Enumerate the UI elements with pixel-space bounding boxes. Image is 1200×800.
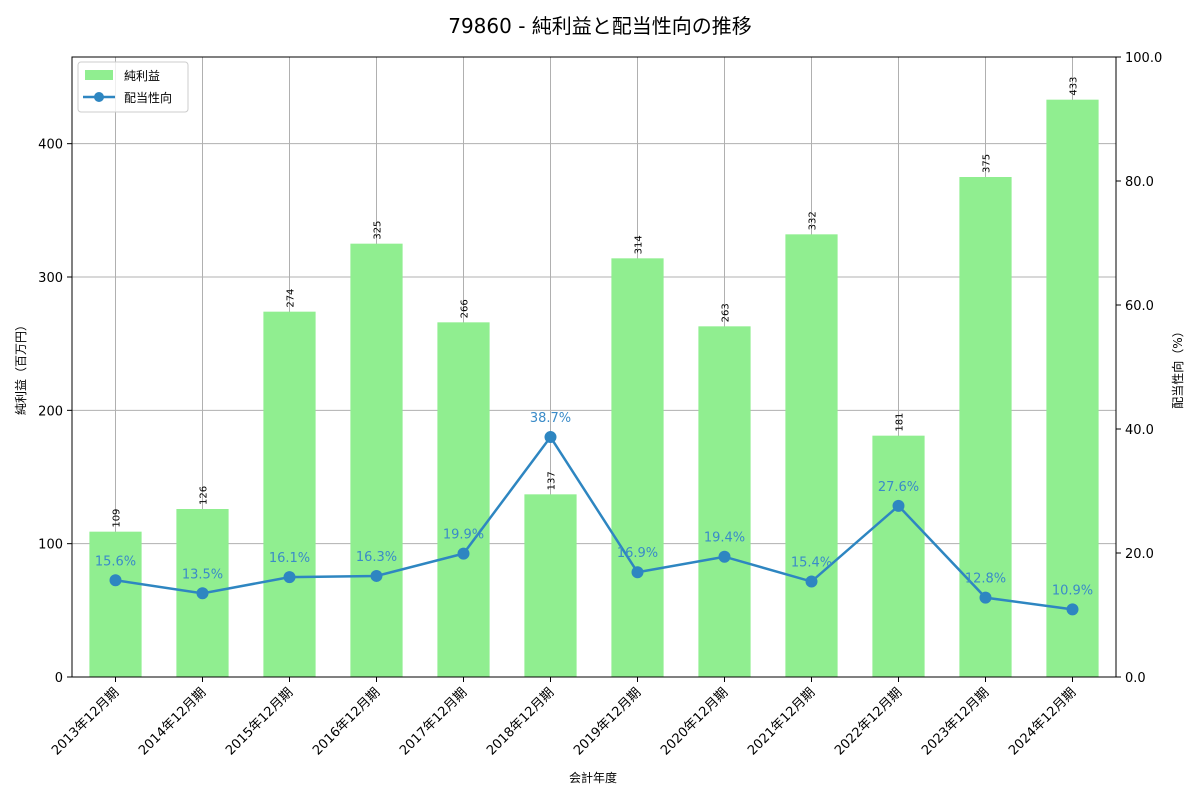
payout-label: 38.7% bbox=[530, 411, 571, 426]
x-tick-label: 2018年12月期 bbox=[484, 685, 557, 758]
payout-label: 16.3% bbox=[356, 550, 397, 565]
bar bbox=[350, 243, 403, 677]
bar-value-label: 137 bbox=[547, 471, 558, 490]
bar bbox=[872, 435, 925, 677]
bar-value-label: 109 bbox=[112, 509, 123, 528]
payout-label: 16.9% bbox=[617, 546, 658, 561]
bar-value-labels: 109 126 274 325 266 137 314 263 332 181 375 433 bbox=[112, 77, 1080, 528]
bar-value-label: 181 bbox=[895, 413, 906, 432]
bar bbox=[1046, 99, 1099, 677]
line-marker bbox=[370, 569, 383, 582]
x-tick-label: 2019年12月期 bbox=[571, 685, 644, 758]
payout-label: 13.5% bbox=[182, 567, 223, 582]
payout-label: 15.6% bbox=[95, 554, 136, 569]
bar bbox=[611, 258, 664, 677]
payout-label: 27.6% bbox=[878, 480, 919, 495]
bar-value-label: 274 bbox=[286, 289, 297, 308]
x-tick-label: 2022年12月期 bbox=[832, 685, 905, 758]
payout-label: 15.4% bbox=[791, 556, 832, 571]
x-tick-label: 2020年12月期 bbox=[658, 685, 731, 758]
bar-value-label: 314 bbox=[634, 235, 645, 254]
x-tick-label: 2021年12月期 bbox=[745, 685, 818, 758]
legend: 純利益 配当性向 bbox=[77, 61, 189, 113]
payout-label: 19.9% bbox=[443, 528, 484, 543]
right-y-axis-label: 配当性向（%） bbox=[1170, 325, 1185, 408]
left-y-axis-ticks: 0 100 200 300 400 bbox=[38, 138, 72, 686]
line-marker bbox=[544, 431, 557, 444]
bar-value-label: 126 bbox=[199, 486, 210, 505]
bar bbox=[698, 326, 751, 677]
bar bbox=[785, 234, 838, 678]
x-tick-label: 2014年12月期 bbox=[136, 685, 209, 758]
payout-label: 19.4% bbox=[704, 531, 745, 546]
x-tick-label: 2015年12月期 bbox=[223, 685, 296, 758]
x-tick-label: 2017年12月期 bbox=[397, 685, 470, 758]
x-axis-ticks: 2013年12月期 2014年12月期 2015年12月期 2016年12月期 2017… bbox=[49, 677, 1079, 759]
right-y-tick-label: 20.0 bbox=[1125, 547, 1154, 562]
x-tick-label: 2016年12月期 bbox=[310, 685, 383, 758]
right-y-tick-label: 100.0 bbox=[1125, 51, 1162, 66]
right-y-tick-label: 60.0 bbox=[1125, 299, 1154, 314]
x-tick-label: 2013年12月期 bbox=[49, 685, 122, 758]
line-marker bbox=[979, 591, 992, 604]
right-y-axis-ticks: 0.0 20.0 40.0 60.0 80.0 100.0 bbox=[1116, 51, 1162, 686]
payout-label: 16.1% bbox=[269, 551, 310, 566]
bar-value-label: 266 bbox=[460, 299, 471, 318]
x-tick-label: 2023年12月期 bbox=[919, 685, 992, 758]
payout-label: 10.9% bbox=[1052, 583, 1093, 598]
legend-marker-icon bbox=[94, 92, 104, 102]
bar-value-label: 332 bbox=[808, 211, 819, 230]
axes bbox=[71, 56, 1117, 678]
line-marker bbox=[631, 566, 644, 579]
left-y-tick-label: 0 bbox=[55, 671, 63, 686]
x-tick-label: 2024年12月期 bbox=[1006, 685, 1079, 758]
bar bbox=[437, 322, 490, 677]
line-marker bbox=[109, 574, 122, 587]
line-marker bbox=[196, 587, 209, 600]
left-y-tick-label: 300 bbox=[38, 271, 63, 286]
chart-title: 79860 - 純利益と配当性向の推移 bbox=[448, 14, 752, 38]
line-marker bbox=[892, 499, 905, 512]
left-y-tick-label: 400 bbox=[38, 138, 63, 153]
line-series: 15.6% 13.5% 16.1% 16.3% 19.9% 38.7% 16.9% 19.4%… bbox=[95, 411, 1093, 616]
bar-value-label: 325 bbox=[373, 221, 384, 240]
bar-value-label: 433 bbox=[1069, 77, 1080, 96]
payout-label: 12.8% bbox=[965, 572, 1006, 587]
bar-value-label: 263 bbox=[721, 303, 732, 322]
left-y-axis-label: 純利益（百万円） bbox=[14, 319, 28, 415]
right-y-tick-label: 0.0 bbox=[1125, 671, 1146, 686]
bar bbox=[524, 494, 577, 677]
legend-label-payout-ratio: 配当性向 bbox=[124, 90, 172, 105]
legend-bar-swatch bbox=[85, 70, 113, 80]
line-marker bbox=[718, 550, 731, 563]
bar-series bbox=[89, 99, 1099, 678]
x-axis-label: 会計年度 bbox=[569, 770, 617, 785]
legend-label-net-income: 純利益 bbox=[124, 69, 160, 83]
line-marker bbox=[1066, 603, 1079, 616]
bar bbox=[263, 311, 316, 677]
line-marker bbox=[283, 571, 296, 584]
line-marker bbox=[805, 575, 818, 588]
right-y-tick-label: 80.0 bbox=[1125, 175, 1154, 190]
right-y-tick-label: 40.0 bbox=[1125, 423, 1154, 438]
bar-value-label: 375 bbox=[982, 154, 993, 173]
bar bbox=[89, 531, 142, 677]
left-y-tick-label: 100 bbox=[38, 538, 63, 553]
line-marker bbox=[457, 547, 470, 560]
left-y-tick-label: 200 bbox=[38, 404, 63, 419]
